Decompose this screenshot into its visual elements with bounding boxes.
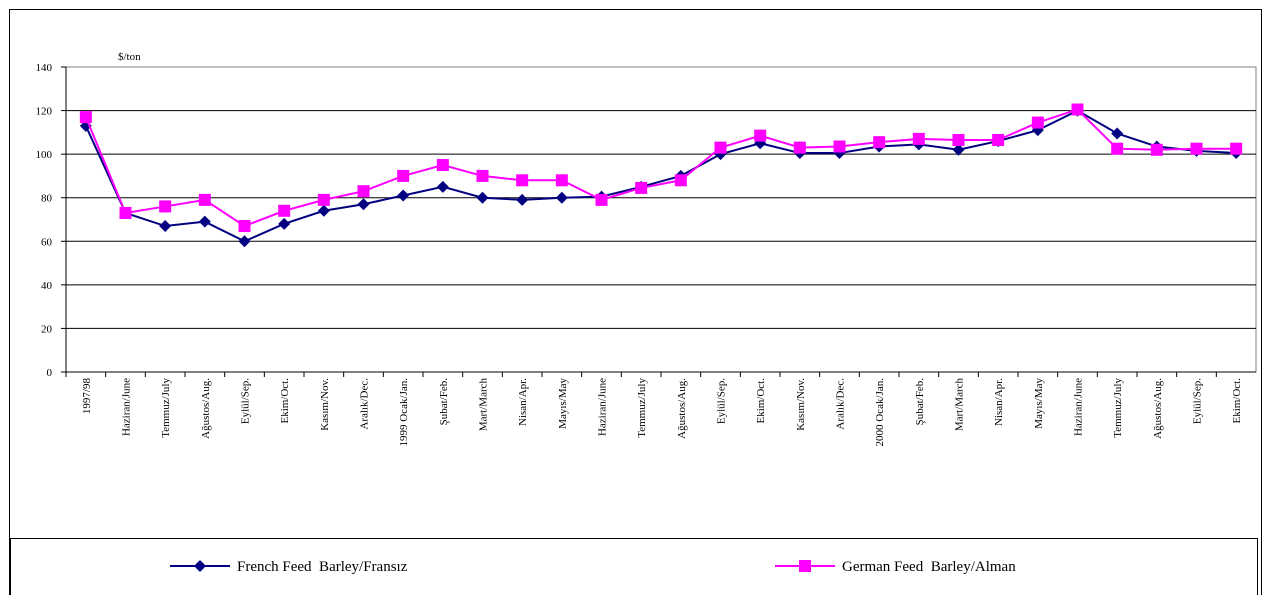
x-tick-label: Eylül/Sep. [240, 378, 252, 424]
x-tick-label: 2000 Ocak/Jan. [874, 378, 886, 447]
x-tick-label: Haziran/June [1073, 378, 1085, 436]
x-tick-label: Mayıs/May [557, 378, 569, 429]
x-tick-label: Temmuz/July [1112, 378, 1124, 438]
legend-text: German Feed Barley/Alman [842, 559, 1016, 575]
y-tick-label: 40 [41, 280, 53, 292]
x-tick-label: Şubat/Feb. [438, 378, 450, 426]
x-tick-label: Kasım/Nov. [319, 378, 331, 431]
point [793, 141, 806, 154]
point [516, 174, 529, 187]
point [194, 560, 206, 572]
y-tick-label: 120 [36, 106, 53, 118]
x-tick-label: Eylül/Sep. [716, 378, 728, 424]
x-tick-label: Ağustos/Aug. [676, 378, 688, 439]
point [278, 204, 291, 217]
x-tick-label: Aralık/Dec. [359, 378, 371, 430]
point [635, 181, 648, 194]
point [1111, 127, 1124, 140]
x-tick-label: Ekim/Oct. [1231, 378, 1243, 424]
point [1031, 116, 1044, 129]
x-tick-label: Nisan/Apr. [517, 378, 529, 426]
point [238, 220, 251, 233]
point [357, 185, 370, 198]
x-tick-label: Ağustos/Aug. [200, 378, 212, 439]
chart-border [9, 9, 1262, 600]
point [436, 180, 449, 193]
x-tick-label: Mart/March [478, 378, 490, 432]
point [714, 141, 727, 154]
y-tick-label: 60 [41, 236, 53, 248]
point [555, 191, 568, 204]
point [159, 200, 172, 213]
point [1230, 142, 1243, 155]
legend-text: French Feed Barley/Fransız [237, 559, 408, 575]
x-tick-label: Temmuz/July [636, 378, 648, 438]
point [1071, 103, 1084, 116]
x-tick-label: Mart/March [954, 378, 966, 432]
x-tick-label: Haziran/June [597, 378, 609, 436]
x-tick-label: Haziran/June [121, 378, 133, 436]
y-tick-label: 20 [41, 323, 53, 335]
point [198, 215, 211, 228]
point [952, 133, 965, 146]
point [476, 191, 489, 204]
x-tick-label: Kasım/Nov. [795, 378, 807, 431]
point [159, 220, 172, 233]
point [873, 136, 886, 149]
point [476, 169, 489, 182]
point [1150, 143, 1163, 156]
point [833, 140, 846, 153]
y-tick-label: 100 [36, 149, 53, 161]
point [198, 193, 211, 206]
point [754, 129, 767, 142]
x-tick-label: Ağustos/Aug. [1152, 378, 1164, 439]
point [119, 206, 132, 219]
point [238, 235, 251, 248]
series-line [84, 108, 1237, 228]
y-axis-label: $/ton [118, 51, 141, 63]
point [952, 143, 965, 156]
series-line [84, 109, 1237, 243]
x-tick-label: Temmuz/July [160, 378, 172, 438]
point [1111, 142, 1124, 155]
x-tick-label: 1999 Ocak/Jan. [398, 378, 410, 447]
point [357, 198, 370, 211]
point [595, 193, 608, 206]
point [674, 174, 687, 187]
x-tick-label: Nisan/Apr. [993, 378, 1005, 426]
point [397, 169, 410, 182]
x-tick-label: Mayıs/May [1033, 378, 1045, 429]
point [1190, 142, 1203, 155]
point [799, 560, 811, 572]
point [317, 193, 330, 206]
x-tick-label: 1997/98 [81, 378, 93, 415]
y-tick-label: 140 [36, 62, 53, 74]
y-tick-label: 0 [47, 367, 53, 379]
x-tick-label: Eylül/Sep. [1192, 378, 1204, 424]
point [516, 193, 529, 206]
point [912, 132, 925, 145]
x-tick-label: Ekim/Oct. [279, 378, 291, 424]
x-tick-label: Ekim/Oct. [755, 378, 767, 424]
point [555, 174, 568, 187]
point [317, 204, 330, 217]
point [436, 159, 449, 172]
x-tick-label: Aralık/Dec. [835, 378, 847, 430]
point [79, 111, 92, 124]
point [278, 217, 291, 230]
x-tick-label: Şubat/Feb. [914, 378, 926, 426]
point [397, 189, 410, 202]
point [992, 133, 1005, 146]
y-tick-label: 80 [41, 193, 53, 205]
